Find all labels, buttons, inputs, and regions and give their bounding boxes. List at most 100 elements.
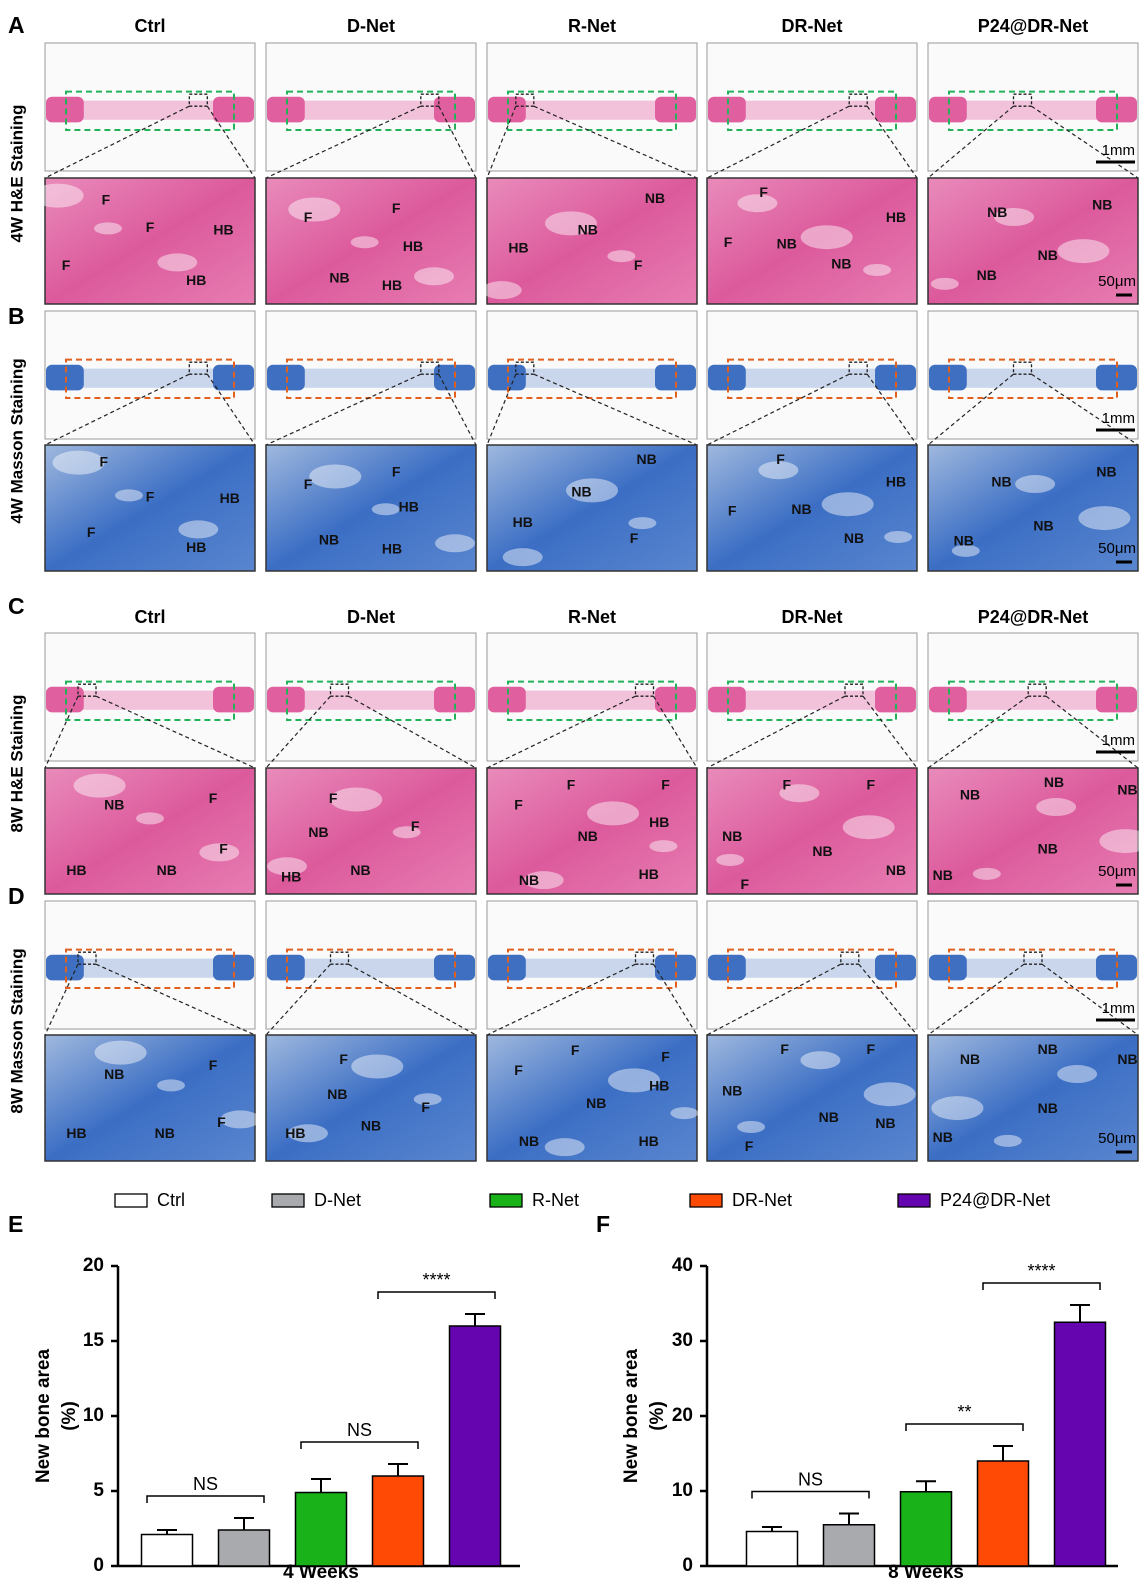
y-axis-label: New bone area (33, 1349, 54, 1484)
tissue-label: F (219, 841, 228, 857)
significance-bracket (378, 1292, 495, 1299)
tissue-label: NB (1092, 196, 1112, 212)
tissue-label: NB (519, 1133, 539, 1149)
tissue-label: NB (636, 451, 656, 467)
tissue-label: HB (886, 474, 906, 490)
tissue-left (267, 955, 305, 981)
tissue-label: F (62, 257, 71, 273)
tissue-left (267, 687, 305, 713)
tissue-label: HB (886, 209, 906, 225)
tissue-detail (607, 250, 635, 262)
tissue-detail (372, 503, 400, 515)
significance-label: NS (193, 1474, 218, 1494)
tissue-label: F (724, 234, 733, 250)
tissue-detail (94, 222, 122, 234)
tissue-label: NB (875, 1115, 895, 1131)
tissue-label: HB (213, 222, 233, 238)
bar (824, 1525, 875, 1566)
tissue-label: NB (991, 474, 1011, 490)
bar (747, 1532, 798, 1567)
tissue-label: NB (886, 862, 906, 878)
tissue-left (929, 97, 967, 123)
tissue-label: HB (186, 539, 206, 555)
tissue-left (488, 687, 526, 713)
tissue-label: HB (513, 514, 533, 530)
column-header: DR-Net (782, 16, 843, 36)
tissue-label: NB (977, 267, 997, 283)
tissue-label: NB (571, 484, 591, 500)
tissue-label: F (392, 200, 401, 216)
tissue-detail (864, 1082, 916, 1106)
column-header: DR-Net (782, 607, 843, 627)
tissue-label: NB (361, 1118, 381, 1134)
tissue-label: NB (104, 1066, 124, 1082)
bar (296, 1493, 347, 1567)
figure: ABCDEFCtrlD-NetR-NetDR-NetP24@DR-NetCtrl… (0, 0, 1145, 1581)
y-tick-label: 10 (83, 1405, 104, 1426)
significance-bracket (983, 1283, 1100, 1290)
scale-label: 1mm (1102, 1000, 1135, 1017)
tissue-detail (115, 489, 143, 501)
tissue-label: F (209, 790, 218, 806)
tissue-left (46, 97, 84, 123)
row-label: 4W H&E Staining (7, 105, 26, 243)
zoom-image (45, 1035, 255, 1161)
tissue-label: F (421, 1099, 430, 1115)
tissue-label: F (630, 530, 639, 546)
panel-letter: E (8, 1211, 23, 1237)
legend-swatch (490, 1194, 522, 1207)
tissue-detail (628, 517, 656, 529)
bar (450, 1326, 501, 1566)
tissue-detail (309, 465, 361, 489)
significance-bracket (752, 1492, 869, 1499)
legend-label: R-Net (532, 1190, 579, 1210)
tissue-label: NB (519, 872, 539, 888)
tissue-label: HB (281, 868, 301, 884)
tissue-label: NB (578, 828, 598, 844)
tissue-detail (931, 278, 959, 290)
tissue-detail (863, 264, 891, 276)
tissue-detail (351, 236, 379, 248)
tissue-detail (800, 1051, 840, 1069)
y-tick-label: 30 (672, 1330, 693, 1351)
y-tick-label: 0 (682, 1555, 693, 1576)
tissue-left (708, 955, 746, 981)
tissue-label: F (392, 463, 401, 479)
panel-letter: D (8, 883, 25, 909)
tissue-detail (178, 520, 218, 538)
tissue-label: NB (327, 1086, 347, 1102)
tissue-label: HB (382, 540, 402, 556)
tissue-detail (53, 451, 105, 475)
tissue-label: HB (285, 1125, 305, 1141)
tissue-detail (74, 774, 126, 798)
column-header: P24@DR-Net (978, 16, 1089, 36)
tissue-label: NB (987, 204, 1007, 220)
tissue-left (267, 365, 305, 391)
tissue-label: NB (960, 786, 980, 802)
y-axis-label: New bone area (621, 1349, 642, 1484)
tissue-detail (482, 281, 522, 299)
legend-label: P24@DR-Net (940, 1190, 1050, 1210)
tissue-label: NB (1038, 841, 1058, 857)
scale-label: 1mm (1102, 410, 1135, 427)
tissue-detail (884, 531, 912, 543)
tissue-detail (157, 1079, 185, 1091)
tissue-left (46, 365, 84, 391)
tissue-label: F (146, 219, 155, 235)
panel-letter: A (8, 12, 25, 38)
tissue-label: F (776, 451, 785, 467)
y-tick-label: 0 (93, 1555, 104, 1576)
tissue-detail (1057, 239, 1109, 263)
tissue-label: NB (586, 1095, 606, 1111)
column-header: R-Net (568, 607, 616, 627)
tissue-label: NB (155, 1125, 175, 1141)
significance-label: ** (957, 1402, 971, 1422)
panel-letter: C (8, 593, 25, 619)
panel-letter: F (596, 1211, 610, 1237)
tissue-label: HB (220, 490, 240, 506)
tissue-label: NB (954, 533, 974, 549)
tissue-label: NB (319, 531, 339, 547)
tissue-label: F (411, 818, 420, 834)
tissue-detail (737, 194, 777, 212)
tissue-detail (32, 184, 84, 208)
